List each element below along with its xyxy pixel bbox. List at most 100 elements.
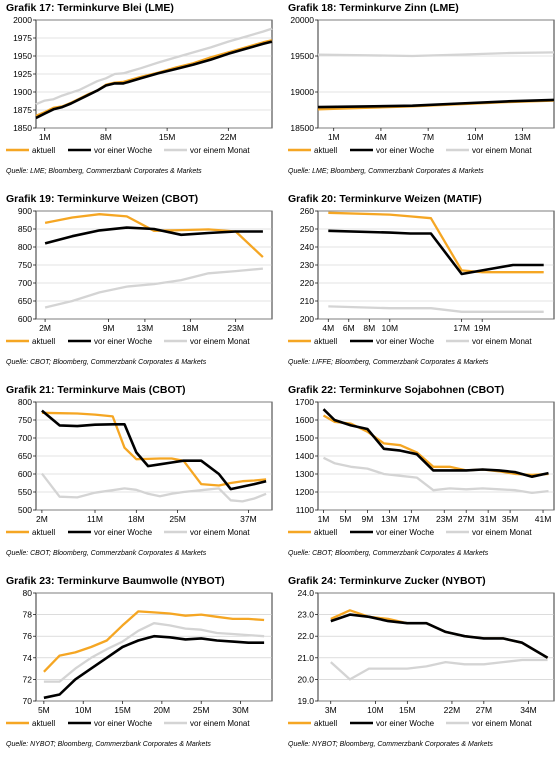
- x-tick-label: 22M: [220, 132, 237, 142]
- x-tick-label: 15M: [114, 705, 131, 715]
- y-tick-label: 700: [18, 278, 32, 288]
- legend-label-month: vor einem Monat: [472, 528, 532, 537]
- x-tick-label: 31M: [480, 514, 497, 524]
- y-tick-label: 200: [300, 314, 314, 324]
- y-tick-label: 750: [18, 415, 32, 425]
- legend-label-month: vor einem Monat: [472, 719, 532, 728]
- y-tick-label: 220: [300, 278, 314, 288]
- series-line-month: [328, 305, 544, 313]
- x-tick-label: 9M: [361, 514, 373, 524]
- series-line-week: [328, 229, 544, 276]
- y-tick-label: 250: [300, 224, 314, 234]
- series-line-week: [44, 226, 263, 245]
- y-tick-label: 650: [18, 451, 32, 461]
- chart-plot: 1100 1200 1300 1400 1500 1600 1700 1M 5M 9M 13M 17M…: [288, 397, 555, 537]
- legend-label-month: vor einem Monat: [472, 146, 532, 155]
- x-tick-label: 10M: [382, 323, 399, 333]
- y-tick-label: 700: [18, 433, 32, 443]
- series-line-week: [35, 40, 273, 120]
- x-tick-label: 27M: [476, 705, 493, 715]
- series-line-month: [44, 267, 264, 309]
- chart-title-text: Terminkurve Mais (CBOT): [57, 384, 186, 396]
- x-tick-label: 10M: [367, 705, 384, 715]
- y-tick-label: 22.0: [297, 631, 314, 641]
- series-line-month: [35, 27, 273, 106]
- legend-label-week: vor einer Woche: [376, 719, 435, 728]
- legend-label-week: vor einer Woche: [94, 719, 153, 728]
- y-tick-label: 750: [18, 260, 32, 270]
- chart-title-prefix: Grafik 20:: [288, 193, 340, 205]
- x-tick-label: 41M: [535, 514, 552, 524]
- chart-title-prefix: Grafik 18:: [288, 2, 340, 14]
- y-tick-label: 1975: [13, 33, 32, 43]
- y-tick-label: 550: [18, 487, 32, 497]
- y-tick-label: 76: [23, 631, 33, 641]
- chart-title: Grafik 22: Terminkurve Sojabohnen (CBOT): [288, 384, 504, 396]
- y-tick-label: 23.0: [297, 610, 314, 620]
- y-tick-label: 74: [23, 653, 33, 663]
- chart-panel-17: Grafik 17: Terminkurve Blei (LME) 1850 187…: [0, 0, 278, 190]
- legend-label-week: vor einer Woche: [376, 146, 435, 155]
- chart-panel-19: Grafik 19: Terminkurve Weizen (CBOT) 600 6…: [0, 191, 278, 381]
- x-tick-label: 5M: [340, 514, 352, 524]
- x-tick-label: 5M: [38, 705, 50, 715]
- legend-label-week: vor einer Woche: [376, 337, 435, 346]
- x-tick-label: 1M: [328, 132, 340, 142]
- x-tick-label: 23M: [227, 323, 244, 333]
- y-tick-label: 1875: [13, 105, 32, 115]
- y-tick-label: 850: [18, 224, 32, 234]
- series-line-month: [43, 622, 265, 683]
- chart-panel-18: Grafik 18: Terminkurve Zinn (LME) 18500 19…: [282, 0, 560, 190]
- x-tick-label: 11M: [87, 514, 103, 524]
- y-tick-label: 210: [300, 296, 314, 306]
- legend-label-month: vor einem Monat: [190, 719, 250, 728]
- chart-source: Quelle: NYBOT; Bloomberg, Commerzbank Co…: [6, 741, 211, 748]
- y-tick-label: 24.0: [297, 588, 314, 598]
- x-tick-label: 35M: [502, 514, 519, 524]
- y-tick-label: 600: [18, 469, 32, 479]
- y-tick-label: 1400: [295, 451, 314, 461]
- x-tick-label: 34M: [520, 705, 537, 715]
- y-tick-label: 72: [23, 674, 33, 684]
- chart-title-text: Terminkurve Zinn (LME): [339, 2, 459, 14]
- series-line-week: [317, 98, 555, 109]
- chart-title-prefix: Grafik 23:: [6, 575, 58, 587]
- plot-frame: [317, 19, 555, 129]
- chart-panel-24: Grafik 24: Terminkurve Zucker (NYBOT) 19.…: [282, 573, 560, 763]
- y-tick-label: 1900: [13, 87, 32, 97]
- y-tick-label: 21.0: [297, 653, 314, 663]
- chart-plot: 1850 1875 1900 1925 1950 1975 2000 1M 8M 15M 22M ak…: [6, 15, 273, 155]
- series-line-current: [328, 211, 544, 274]
- series-line-week: [322, 408, 549, 478]
- chart-title: Grafik 20: Terminkurve Weizen (MATIF): [288, 193, 482, 205]
- chart-source: Quelle: LIFFE; Bloomberg, Commerzbank Co…: [288, 359, 489, 366]
- chart-title: Grafik 17: Terminkurve Blei (LME): [6, 2, 174, 14]
- y-tick-label: 19000: [290, 87, 314, 97]
- x-tick-label: 6M: [343, 323, 355, 333]
- x-tick-label: 10M: [75, 705, 92, 715]
- y-tick-label: 70: [23, 696, 33, 706]
- x-tick-label: 2M: [36, 514, 48, 524]
- legend-label-month: vor einem Monat: [190, 337, 250, 346]
- y-tick-label: 230: [300, 260, 314, 270]
- y-tick-label: 19.0: [297, 696, 314, 706]
- x-tick-label: 8M: [363, 323, 375, 333]
- y-tick-label: 1925: [13, 69, 32, 79]
- x-tick-label: 15M: [159, 132, 176, 142]
- x-tick-label: 3M: [325, 705, 337, 715]
- y-tick-label: 19500: [290, 51, 314, 61]
- x-tick-label: 17M: [403, 514, 420, 524]
- x-tick-label: 30M: [232, 705, 249, 715]
- chart-panel-21: Grafik 21: Terminkurve Mais (CBOT) 500 550…: [0, 382, 278, 572]
- legend-label-week: vor einer Woche: [376, 528, 435, 537]
- plot-frame: [317, 592, 555, 702]
- chart-title-prefix: Grafik 21:: [6, 384, 58, 396]
- legend-label-month: vor einem Monat: [472, 337, 532, 346]
- chart-panel-22: Grafik 22: Terminkurve Sojabohnen (CBOT)…: [282, 382, 560, 572]
- chart-source: Quelle: CBOT; Bloomberg, Commerzbank Cor…: [6, 359, 207, 366]
- chart-title-text: Terminkurve Blei (LME): [57, 2, 174, 14]
- chart-plot: 600 650 700 750 800 850 900 2M 9M 13M 18M 23M aktuel…: [6, 206, 273, 346]
- legend-label-current: aktuell: [314, 146, 337, 155]
- x-tick-label: 2M: [39, 323, 51, 333]
- chart-title: Grafik 23: Terminkurve Baumwolle (NYBOT): [6, 575, 225, 587]
